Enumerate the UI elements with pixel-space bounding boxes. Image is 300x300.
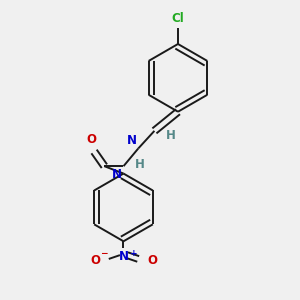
Text: H: H (166, 129, 176, 142)
Text: O: O (90, 254, 100, 267)
Text: +: + (130, 249, 138, 258)
Text: N: N (118, 250, 128, 263)
Text: O: O (147, 254, 157, 267)
Text: O: O (86, 133, 96, 146)
Text: N: N (112, 168, 122, 181)
Text: N: N (127, 134, 137, 147)
Text: H: H (135, 158, 145, 171)
Text: −: − (100, 249, 107, 258)
Text: Cl: Cl (172, 12, 184, 26)
